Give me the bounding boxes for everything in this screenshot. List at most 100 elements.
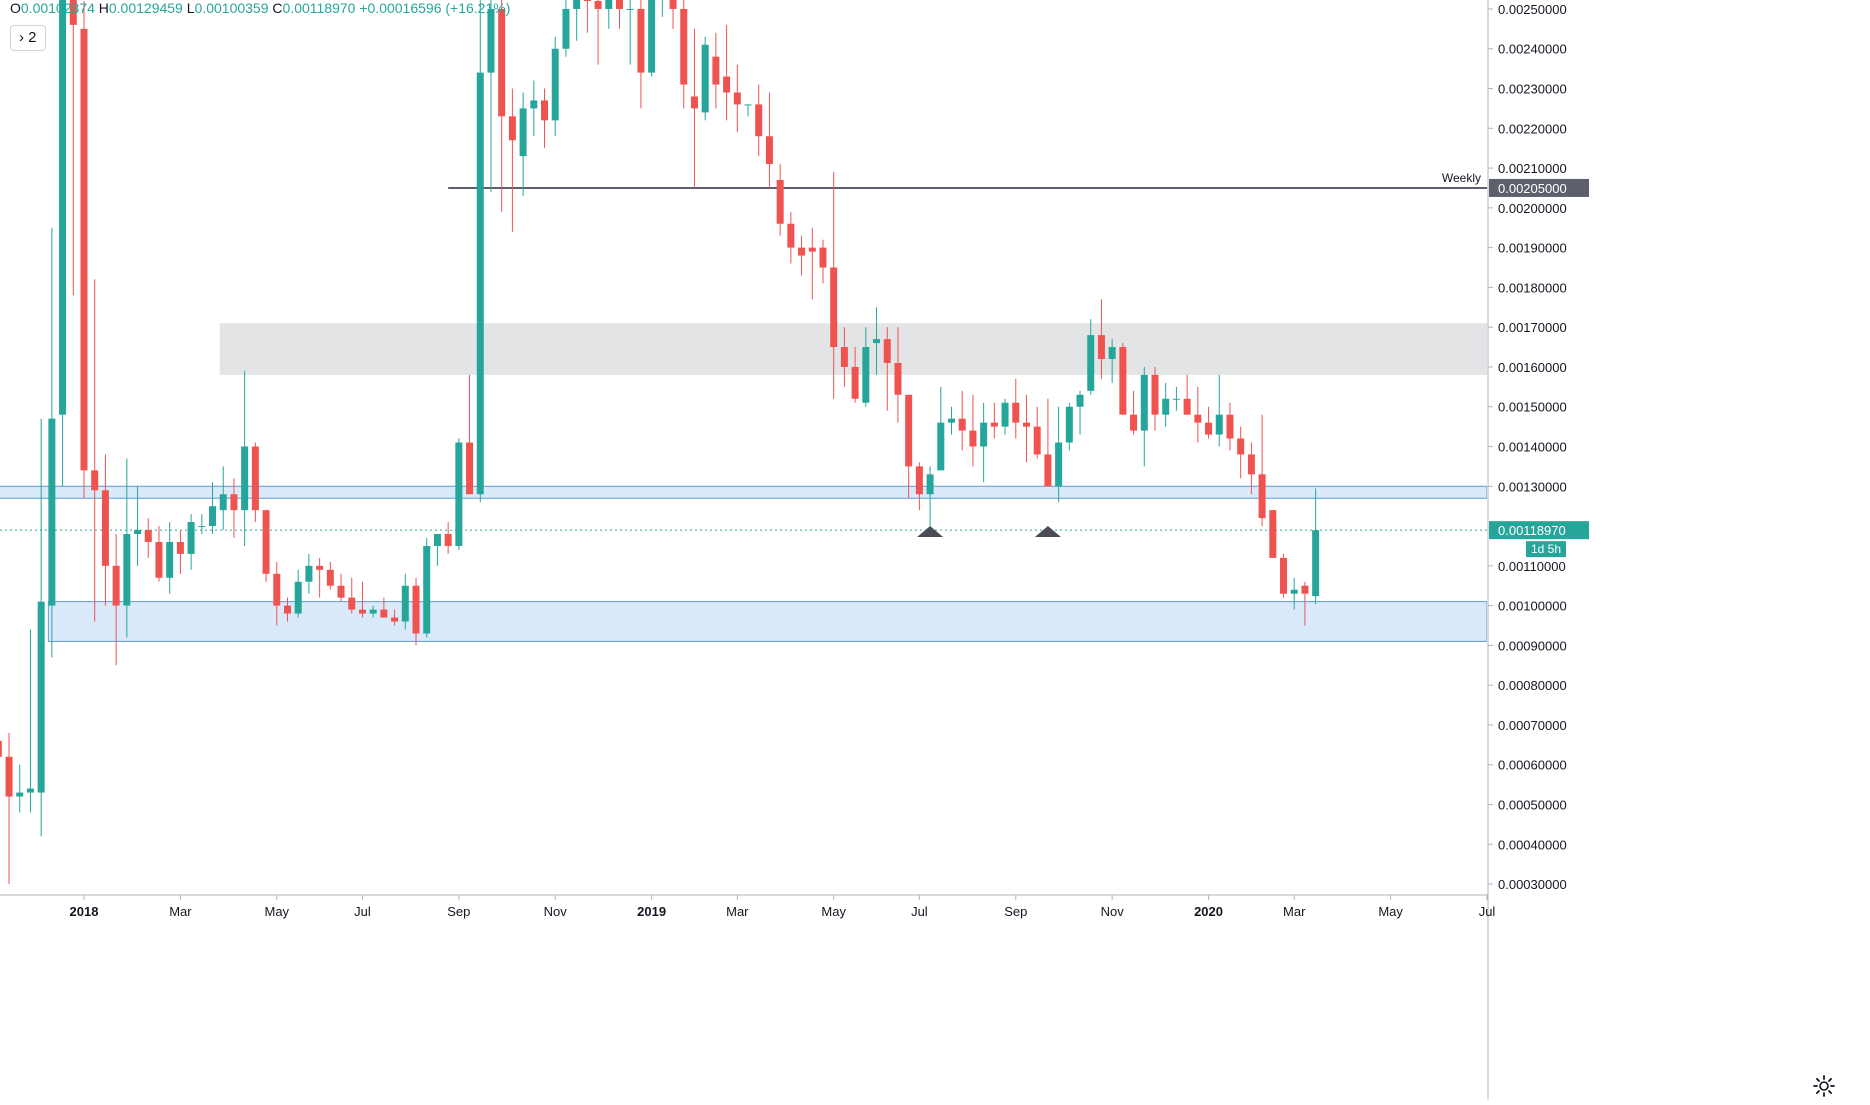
candle-body [69, 0, 77, 25]
candle [1076, 390, 1084, 435]
candle [894, 327, 902, 423]
candle [883, 327, 891, 411]
candle [358, 581, 366, 618]
candle [80, 0, 88, 499]
candle [969, 394, 977, 467]
time-tick-label: Jul [911, 904, 928, 919]
candle-body [80, 28, 88, 471]
candle-body [840, 347, 848, 367]
candle [5, 732, 13, 885]
candle [1290, 577, 1298, 610]
candle [444, 522, 452, 554]
indicators-toggle-button[interactable]: › 2 [10, 25, 46, 51]
settings-button[interactable] [1812, 1074, 1836, 1098]
candle [423, 537, 431, 638]
price-tick-label: 0.00180000 [1498, 280, 1567, 295]
candle-body [1055, 442, 1063, 487]
candle [1258, 414, 1266, 527]
candle [37, 418, 45, 837]
price-tick-label: 0.00160000 [1498, 360, 1567, 375]
candle [808, 227, 816, 300]
candle-body [1247, 454, 1255, 475]
candle-body [348, 597, 356, 610]
candle [862, 327, 870, 407]
candle [26, 629, 34, 813]
candle [1215, 374, 1223, 447]
weekly-price-label: 0.00205000 [1498, 181, 1567, 196]
candle [380, 597, 388, 618]
candle-body [412, 585, 420, 634]
candle-body [1312, 530, 1320, 597]
candle [851, 347, 859, 403]
candle [1033, 406, 1041, 459]
high-label: H [98, 0, 109, 16]
candle [337, 573, 345, 602]
candle [0, 740, 2, 757]
candle-body [787, 223, 795, 248]
zone-support-lower [47, 601, 1487, 642]
candle [573, 0, 581, 41]
candle [819, 239, 827, 284]
gear-icon [1813, 1075, 1835, 1097]
candle [251, 442, 259, 523]
candle [1226, 402, 1234, 451]
plot-area: Weekly [0, 0, 1487, 885]
weekly-price-badge [1489, 178, 1589, 197]
weekly-line-label: Weekly [1442, 171, 1481, 185]
candle-body [337, 585, 345, 598]
candle [562, 0, 570, 57]
price-tick-label: 0.00250000 [1498, 2, 1567, 17]
candle-body [1301, 585, 1309, 594]
chevron-right-icon: › [19, 29, 24, 46]
candle-body [605, 0, 613, 9]
candle [637, 0, 645, 109]
candle [326, 561, 334, 590]
candle-body [862, 347, 870, 403]
candle [1301, 581, 1309, 626]
price-tick-label: 0.00140000 [1498, 440, 1567, 455]
time-tick-label: Jul [1479, 904, 1496, 919]
candle-body [958, 418, 966, 431]
price-tick-label: 0.00220000 [1498, 121, 1567, 136]
candle [391, 609, 399, 626]
candle-body [712, 56, 720, 85]
candle-body [1065, 406, 1073, 443]
price-tick-label: 0.00210000 [1498, 161, 1567, 176]
candle-body [198, 526, 206, 528]
ohlc-legend: O0.00102374 H0.00129459 L0.00100359 C0.0… [10, 0, 510, 16]
candle [701, 36, 709, 121]
candle-body [230, 494, 238, 511]
candle [776, 164, 784, 236]
candle-body [144, 530, 152, 542]
price-tick-label: 0.00090000 [1498, 638, 1567, 653]
candle-body [466, 442, 474, 495]
candle [680, 0, 688, 109]
candle-body [894, 362, 902, 395]
open-label: O [10, 0, 21, 16]
candle [594, 0, 602, 65]
candle [433, 534, 441, 566]
time-tick-label: May [821, 904, 846, 919]
candle-body [1087, 335, 1095, 391]
candle [262, 510, 270, 582]
candle-body [155, 541, 163, 578]
candle-body [1205, 422, 1213, 435]
candle-body [176, 541, 184, 554]
candle [455, 438, 463, 550]
candle [1269, 510, 1277, 558]
candle [348, 577, 356, 614]
candle-body [1151, 374, 1159, 415]
candle [1140, 366, 1148, 467]
candle [1162, 382, 1170, 427]
price-tick-label: 0.00130000 [1498, 479, 1567, 494]
candle [1022, 394, 1030, 463]
candle-body [316, 565, 324, 570]
candle-body [219, 494, 227, 511]
candle-body [669, 0, 677, 9]
candle [873, 307, 881, 375]
candle-body [358, 609, 366, 614]
candle [187, 514, 195, 570]
countdown-label: 1d 5h [1531, 542, 1561, 556]
